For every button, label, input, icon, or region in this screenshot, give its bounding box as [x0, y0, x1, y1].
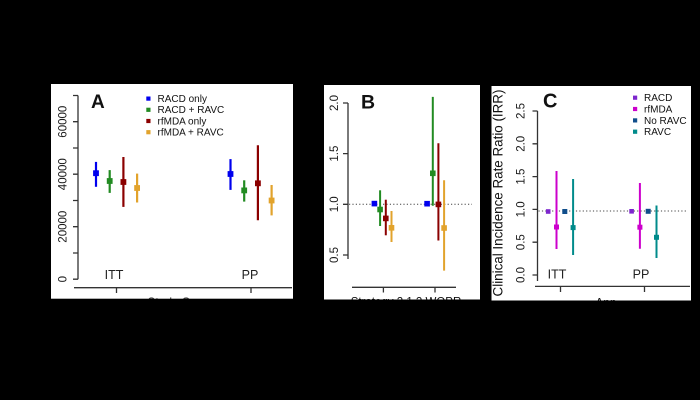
- svg-text:0.0: 0.0: [516, 267, 528, 283]
- svg-text:rfMDA only: rfMDA only: [158, 116, 207, 127]
- svg-text:60000: 60000: [58, 106, 70, 138]
- svg-text:ITT: ITT: [105, 268, 124, 282]
- svg-text:Study Group: Study Group: [147, 295, 215, 309]
- svg-text:ITT: ITT: [548, 268, 567, 282]
- svg-text:No RAVC: No RAVC: [644, 116, 687, 127]
- svg-text:rfMDA + RAVC: rfMDA + RAVC: [158, 128, 224, 139]
- svg-text:20000: 20000: [58, 211, 70, 243]
- svg-text:PP: PP: [242, 268, 259, 282]
- svg-text:App: App: [595, 296, 617, 310]
- svg-text:C: C: [543, 91, 557, 113]
- svg-text:Strategy 2.1.2 WOPR: Strategy 2.1.2 WOPR: [351, 297, 462, 309]
- svg-text:1.0: 1.0: [329, 196, 341, 212]
- svg-text:1.0: 1.0: [516, 201, 528, 217]
- svg-text:RAVC: RAVC: [644, 127, 671, 138]
- svg-text:RACD only: RACD only: [158, 94, 207, 105]
- svg-text:1.5: 1.5: [516, 169, 528, 185]
- svg-text:1.5: 1.5: [329, 146, 341, 162]
- svg-text:2.5: 2.5: [516, 103, 528, 119]
- svg-text:B: B: [361, 92, 375, 114]
- svg-text:Clinical Incidence Rate Ratio: Clinical Incidence Rate Ratio (IRR): [491, 90, 506, 297]
- svg-text:2.0: 2.0: [516, 136, 528, 152]
- svg-text:A: A: [91, 92, 105, 113]
- svg-text:0.5: 0.5: [516, 234, 528, 250]
- svg-text:40000: 40000: [58, 158, 70, 190]
- svg-text:RACD + RAVC: RACD + RAVC: [158, 105, 225, 116]
- svg-text:0: 0: [58, 276, 70, 282]
- svg-text:RACD: RACD: [644, 93, 672, 104]
- svg-text:0.5: 0.5: [329, 247, 341, 263]
- svg-text:PP: PP: [633, 268, 650, 282]
- svg-text:rfMDA: rfMDA: [644, 104, 673, 115]
- svg-text:2.0: 2.0: [329, 95, 341, 111]
